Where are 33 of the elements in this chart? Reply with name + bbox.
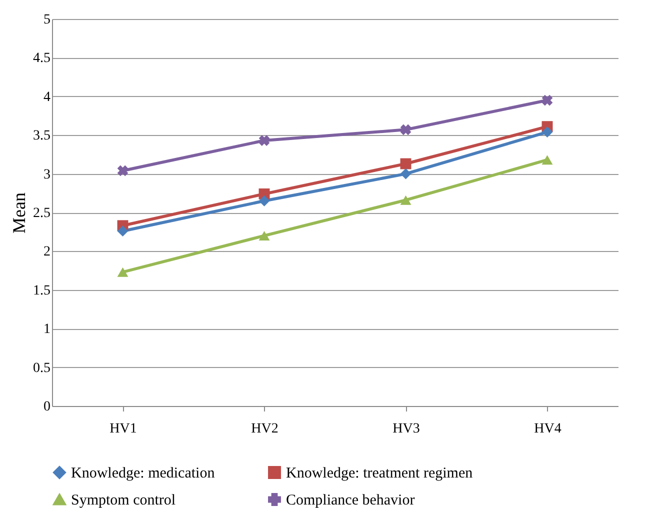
x-tick-label: HV4	[534, 422, 562, 436]
y-tick-label: 4	[44, 90, 50, 105]
y-axis-title: Mean	[9, 192, 29, 234]
x-tick-label: HV3	[392, 422, 420, 436]
point	[258, 230, 270, 240]
point	[400, 195, 412, 205]
y-tick-label: 5	[44, 12, 50, 28]
y-tick-label: 3	[44, 167, 50, 182]
point	[542, 126, 553, 138]
y-tick-label: 0	[44, 400, 50, 414]
x-tick-label: HV2	[251, 422, 278, 436]
point	[258, 135, 270, 146]
legend-label: Compliance behavior	[286, 492, 415, 508]
point	[117, 226, 128, 237]
y-tick-label: 3.5	[33, 128, 50, 144]
legend-label: Knowledge: treatment regimen	[286, 466, 474, 482]
y-tick-label: 1.5	[33, 283, 50, 298]
y-tick-label: 2	[44, 244, 50, 260]
point	[117, 165, 128, 176]
point	[400, 158, 412, 170]
point	[400, 124, 412, 136]
legend-label: Symptom control	[71, 492, 176, 508]
y-tick-label: 4.5	[33, 51, 50, 66]
x-tick-label: HV1	[110, 422, 137, 436]
y-tick-label: 2.5	[33, 206, 50, 221]
y-tick-label: 0.5	[33, 360, 50, 376]
point	[542, 155, 553, 165]
point	[400, 168, 412, 180]
legend-label: Knowledge: medication	[71, 466, 216, 482]
point	[542, 94, 553, 106]
point	[117, 267, 128, 277]
y-tick-label: 1	[44, 322, 50, 338]
point	[258, 195, 270, 206]
